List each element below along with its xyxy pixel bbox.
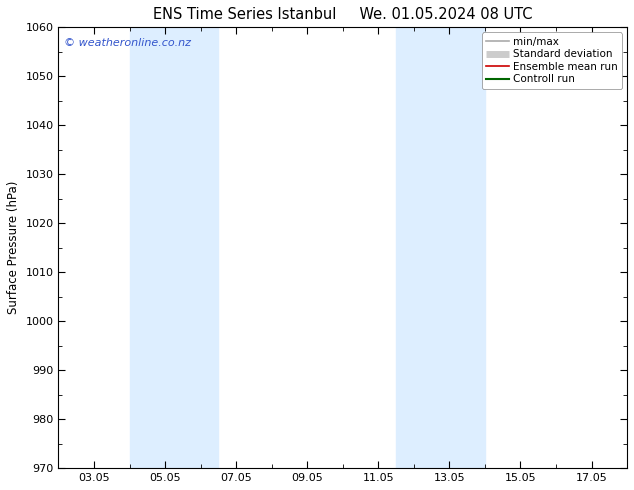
Text: © weatheronline.co.nz: © weatheronline.co.nz — [64, 38, 191, 49]
Bar — [129, 27, 218, 468]
Bar — [396, 27, 485, 468]
Y-axis label: Surface Pressure (hPa): Surface Pressure (hPa) — [7, 181, 20, 315]
Title: ENS Time Series Istanbul     We. 01.05.2024 08 UTC: ENS Time Series Istanbul We. 01.05.2024 … — [153, 7, 533, 22]
Legend: min/max, Standard deviation, Ensemble mean run, Controll run: min/max, Standard deviation, Ensemble me… — [482, 32, 622, 89]
